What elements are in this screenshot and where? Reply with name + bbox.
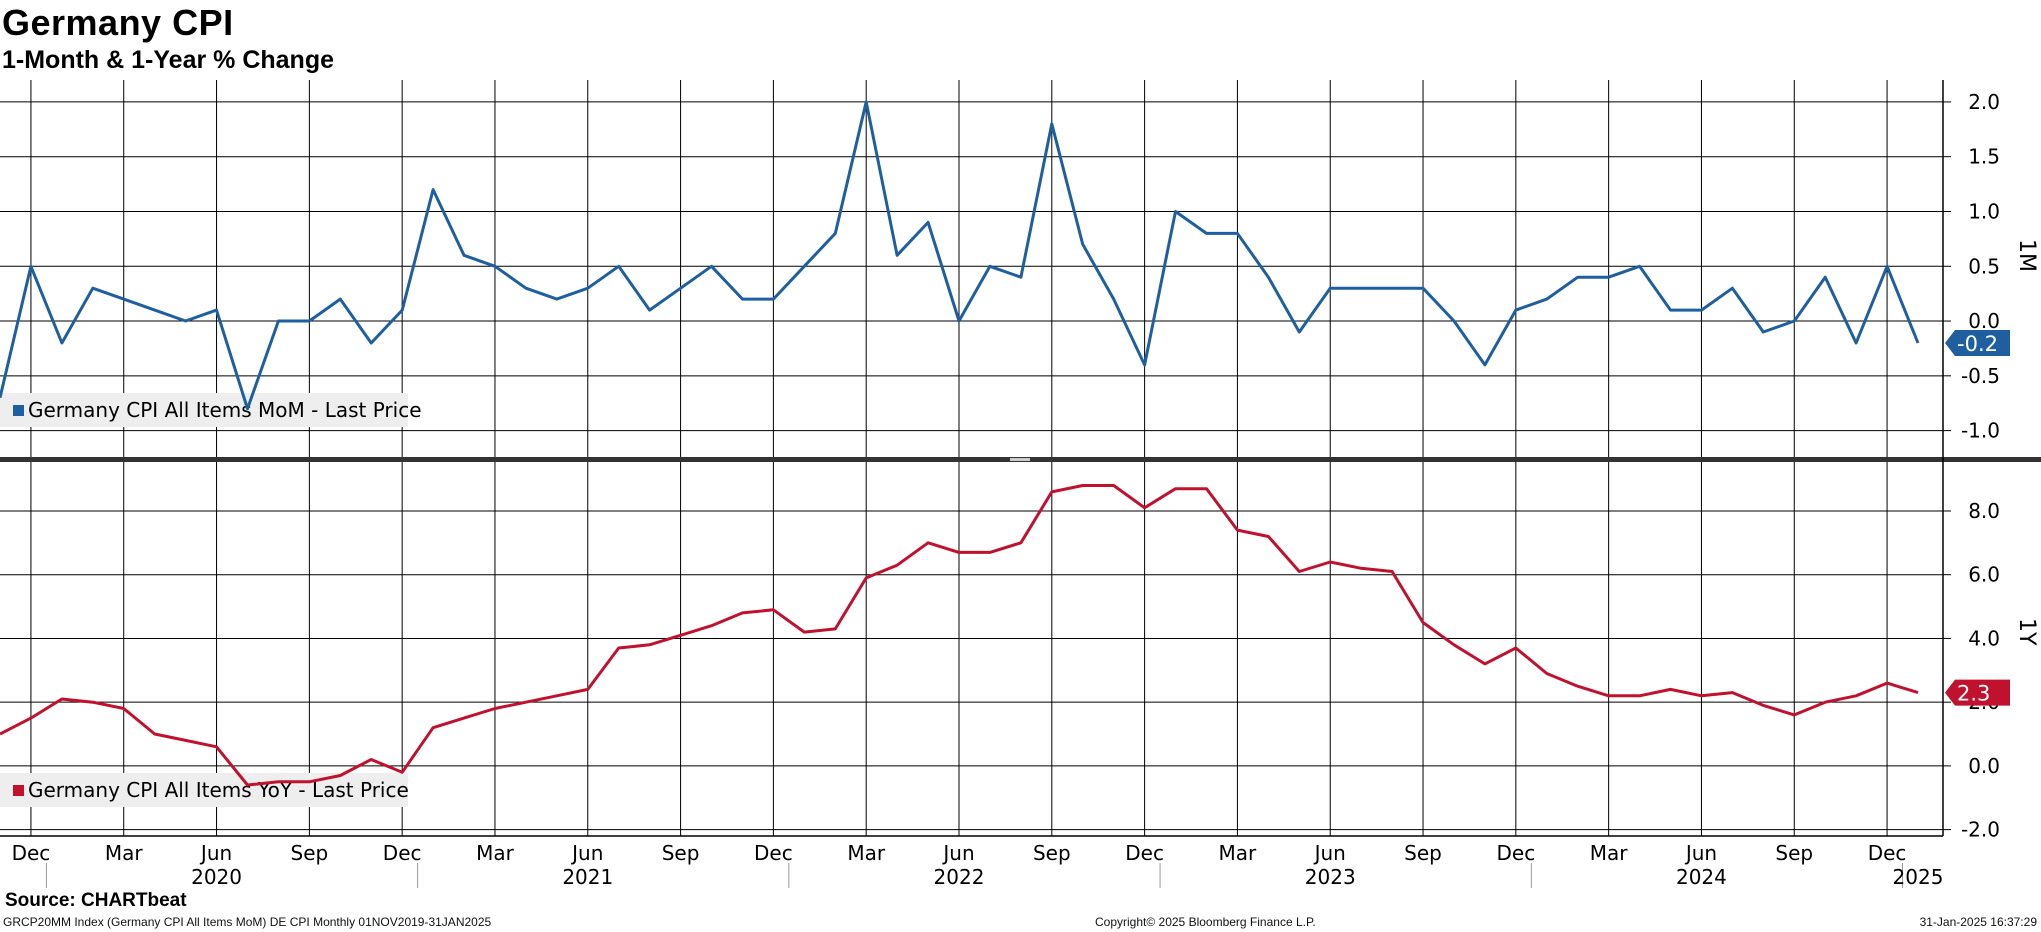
legend-swatch	[13, 785, 24, 796]
footer-copyright: Copyright© 2025 Bloomberg Finance L.P.	[1095, 915, 1316, 929]
y-tick-label: -2.0	[1961, 818, 2000, 842]
x-year-label: 2025	[1893, 865, 1944, 889]
y-tick-label: 1.5	[1968, 145, 2000, 169]
x-tick-label: Mar	[1219, 841, 1258, 865]
y-tick-label: 4.0	[1968, 626, 2000, 650]
x-tick-label: Sep	[291, 841, 329, 865]
chart-title: Germany CPI	[2, 2, 234, 43]
legend-label: Germany CPI All Items YoY - Last Price	[28, 778, 409, 802]
last-value-text: 2.3	[1957, 682, 1990, 706]
x-tick-label: Dec	[383, 841, 422, 865]
series-line-yoy	[0, 484, 1919, 787]
x-year-label: 2024	[1676, 865, 1727, 889]
y-tick-label: 0.0	[1968, 754, 2000, 778]
x-tick-label: Dec	[754, 841, 793, 865]
x-tick-label: Dec	[1125, 841, 1164, 865]
footer-ticker: GRCP20MM Index (Germany CPI All Items Mo…	[3, 915, 492, 929]
y-tick-label: 1.0	[1968, 199, 2000, 223]
x-tick-label: Dec	[1868, 841, 1907, 865]
y-tick-label: -0.5	[1961, 364, 2000, 388]
x-tick-label: Sep	[1775, 841, 1813, 865]
panel-resize-handle	[1010, 458, 1030, 461]
chart-subtitle: 1-Month & 1-Year % Change	[2, 46, 334, 74]
x-year-label: 2023	[1305, 865, 1356, 889]
last-value-background	[1945, 679, 2010, 706]
x-tick-label: Dec	[1496, 841, 1535, 865]
x-tick-label: Mar	[476, 841, 515, 865]
x-tick-label: Sep	[662, 841, 700, 865]
x-year-label: 2022	[934, 865, 985, 889]
x-tick-label: Jun	[570, 841, 603, 865]
x-year-label: 2020	[191, 865, 242, 889]
footer-timestamp: 31-Jan-2025 16:37:29	[1919, 915, 2037, 929]
legend-background	[0, 773, 408, 807]
x-tick-label: Jun	[1313, 841, 1346, 865]
last-value-tag-mom: -0.2	[1945, 329, 2010, 356]
last-value-text: -0.2	[1957, 332, 1998, 356]
y-tick-label: 6.0	[1968, 563, 2000, 587]
y-tick-label: 2.0	[1968, 90, 2000, 114]
y-axis-label: 1Y	[2014, 618, 2039, 646]
x-tick-label: Mar	[847, 841, 886, 865]
legend-swatch	[13, 405, 24, 416]
source-note: Source: CHARTbeat	[5, 890, 187, 911]
last-value-background	[1945, 329, 2010, 356]
legend-mom: Germany CPI All Items MoM - Last Price	[0, 393, 422, 427]
x-year-label: 2021	[562, 865, 613, 889]
x-tick-label: Mar	[1590, 841, 1629, 865]
x-tick-label: Sep	[1404, 841, 1442, 865]
y-tick-label: -1.0	[1961, 419, 2000, 443]
y-tick-label: 0.5	[1968, 254, 2000, 278]
x-tick-label: Mar	[105, 841, 144, 865]
x-tick-label: Dec	[12, 841, 51, 865]
series-line-mom	[0, 100, 1920, 411]
y-tick-label: 0.0	[1968, 309, 2000, 333]
y-tick-label: 8.0	[1968, 499, 2000, 523]
x-tick-label: Jun	[199, 841, 232, 865]
legend-background	[0, 393, 408, 427]
x-tick-label: Jun	[1684, 841, 1717, 865]
x-tick-label: Sep	[1033, 841, 1071, 865]
y-axis-label: 1M	[2014, 239, 2039, 272]
x-tick-label: Jun	[941, 841, 974, 865]
legend-label: Germany CPI All Items MoM - Last Price	[28, 398, 422, 422]
legend-yoy: Germany CPI All Items YoY - Last Price	[0, 773, 409, 807]
last-value-tag-yoy: 2.3	[1945, 679, 2010, 706]
